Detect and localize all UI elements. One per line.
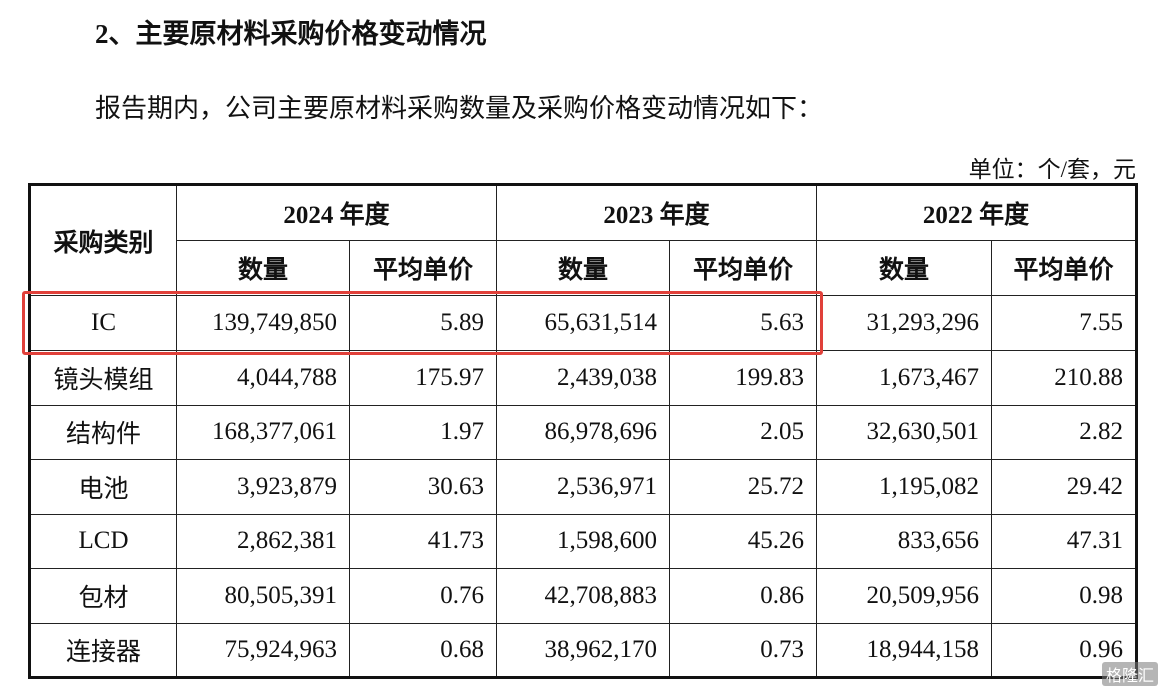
value-cell: 2.05 <box>669 404 817 460</box>
value-cell: 3,923,879 <box>176 459 350 515</box>
year-header: 2023 年度 <box>496 184 817 241</box>
category-cell: LCD <box>29 513 177 569</box>
data-row: 电池 3,923,879 30.63 2,536,971 25.72 1,195,082 2… <box>29 459 1137 515</box>
subheader-row: 数量 平均单价 数量 平均单价 数量 平均单价 <box>30 240 1137 296</box>
category-cell: 电池 <box>29 459 177 515</box>
value-cell: 0.76 <box>349 568 497 624</box>
value-cell: 0.73 <box>669 622 817 678</box>
category-cell: 包材 <box>29 568 177 624</box>
value-cell: 30.63 <box>349 459 497 515</box>
value-cell: 2,536,971 <box>496 459 670 515</box>
column-header: 平均单价 <box>669 240 817 296</box>
highlight-box <box>22 291 823 355</box>
value-cell: 210.88 <box>991 350 1137 406</box>
value-cell: 7.55 <box>991 295 1137 351</box>
column-header: 数量 <box>496 240 670 296</box>
value-cell: 41.73 <box>349 513 497 569</box>
heading: 2、主要原材料采购价格变动情况 <box>95 19 487 49</box>
corner-header: 采购类别 <box>29 184 177 296</box>
value-cell: 139,749,850 <box>176 295 350 351</box>
value-cell: 65,631,514 <box>496 295 670 351</box>
value-cell: 5.89 <box>349 295 497 351</box>
value-cell: 75,924,963 <box>176 622 350 678</box>
value-cell: 20,509,956 <box>816 568 992 624</box>
data-row: LCD 2,862,381 41.73 1,598,600 45.26 833,656 47… <box>29 513 1137 569</box>
value-cell: 86,978,696 <box>496 404 670 460</box>
value-cell: 5.63 <box>669 295 817 351</box>
value-cell: 1,673,467 <box>816 350 992 406</box>
column-header: 平均单价 <box>349 240 497 296</box>
value-cell: 2,439,038 <box>496 350 670 406</box>
year-header: 2024 年度 <box>176 184 497 241</box>
value-cell: 4,044,788 <box>176 350 350 406</box>
value-cell: 1.97 <box>349 404 497 460</box>
data-row: 包材 80,505,391 0.76 42,708,883 0.86 20,509,956… <box>29 568 1137 624</box>
year-header: 2022 年度 <box>816 184 1137 241</box>
data-row: 镜头模组 4,044,788 175.97 2,439,038 199.83 1,673,… <box>29 350 1137 406</box>
value-cell: 18,944,158 <box>816 622 992 678</box>
value-cell: 168,377,061 <box>176 404 350 460</box>
column-header: 平均单价 <box>991 240 1137 296</box>
header-row: 采购类别 2024 年度 2023 年度 2022 年度 <box>29 184 1137 296</box>
value-cell: 1,598,600 <box>496 513 670 569</box>
column-header: 数量 <box>816 240 992 296</box>
category-cell: IC <box>29 295 177 351</box>
value-cell: 32,630,501 <box>816 404 992 460</box>
value-cell: 80,505,391 <box>176 568 350 624</box>
value-cell: 45.26 <box>669 513 817 569</box>
value-cell: 833,656 <box>816 513 992 569</box>
value-cell: 199.83 <box>669 350 817 406</box>
value-cell: 0.68 <box>349 622 497 678</box>
intro: 报告期内，公司主要原材料采购数量及采购价格变动情况如下： <box>95 94 824 123</box>
category-cell: 镜头模组 <box>29 350 177 406</box>
value-cell: 1,195,082 <box>816 459 992 515</box>
data-row: 结构件 168,377,061 1.97 86,978,696 2.05 32,630,5… <box>29 404 1137 460</box>
value-cell: 31,293,296 <box>816 295 992 351</box>
value-cell: 47.31 <box>991 513 1137 569</box>
value-cell: 2,862,381 <box>176 513 350 569</box>
value-cell: 25.72 <box>669 459 817 515</box>
category-cell: 连接器 <box>29 622 177 678</box>
watermark: 格隆汇 <box>1101 662 1158 686</box>
data-row: IC 139,749,850 5.89 65,631,514 5.63 31,293,29… <box>29 295 1137 351</box>
value-cell: 29.42 <box>991 459 1137 515</box>
value-cell: 2.82 <box>991 404 1137 460</box>
value-cell: 175.97 <box>349 350 497 406</box>
category-cell: 结构件 <box>29 404 177 460</box>
value-cell: 0.98 <box>991 568 1137 624</box>
purchase-table: 采购类别 2024 年度 2023 年度 2022 年度 数量 平均单价 数量 平均单价 数量平… <box>28 183 1138 679</box>
unit-note: 单位：个/套，元 <box>968 157 1136 182</box>
value-cell: 42,708,883 <box>496 568 670 624</box>
data-row: 连接器 75,924,963 0.68 38,962,170 0.73 18,944,15… <box>29 622 1137 678</box>
column-header: 数量 <box>176 240 350 296</box>
value-cell: 0.86 <box>669 568 817 624</box>
value-cell: 38,962,170 <box>496 622 670 678</box>
